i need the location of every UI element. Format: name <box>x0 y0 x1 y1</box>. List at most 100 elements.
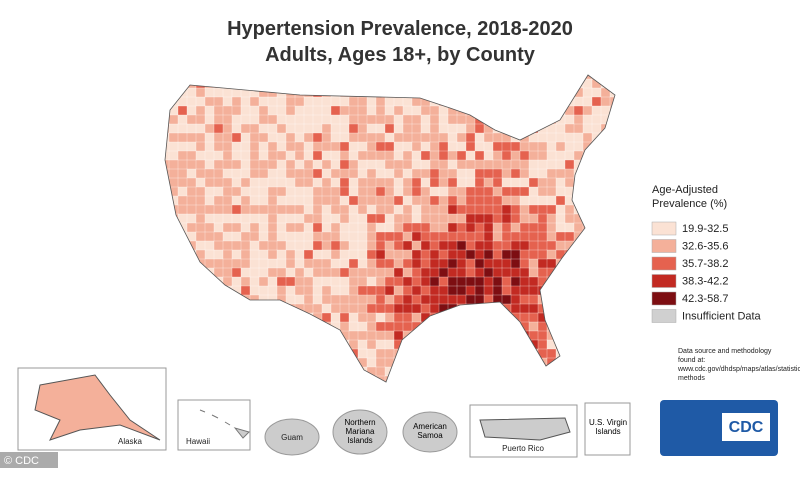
county <box>294 168 305 179</box>
county <box>267 303 278 314</box>
county <box>393 87 404 98</box>
county <box>312 105 323 116</box>
county <box>591 348 602 359</box>
county <box>384 249 395 260</box>
county <box>456 276 467 287</box>
county <box>474 159 485 170</box>
county <box>375 222 386 233</box>
county <box>195 75 206 80</box>
county <box>619 106 628 115</box>
county <box>610 385 619 394</box>
county <box>393 222 404 233</box>
county <box>384 159 395 170</box>
county <box>366 240 377 251</box>
county <box>619 331 628 340</box>
county <box>402 357 413 368</box>
county <box>285 276 296 287</box>
county <box>528 285 539 296</box>
county <box>177 249 188 260</box>
county <box>420 348 431 359</box>
county <box>213 321 224 332</box>
county <box>438 78 449 89</box>
county <box>348 240 359 251</box>
county <box>303 150 314 161</box>
county <box>447 366 458 377</box>
county <box>619 385 628 394</box>
county <box>402 312 413 323</box>
county <box>294 186 305 197</box>
county <box>420 357 431 368</box>
county <box>402 258 413 269</box>
county <box>483 105 494 116</box>
county <box>303 258 314 269</box>
county <box>375 276 386 287</box>
county <box>348 321 359 332</box>
county <box>600 258 611 269</box>
county <box>366 204 377 215</box>
county <box>339 321 350 332</box>
county <box>546 294 557 305</box>
county <box>312 114 323 125</box>
county <box>393 294 404 305</box>
county <box>204 231 215 242</box>
county <box>384 105 395 116</box>
county <box>249 213 260 224</box>
county <box>231 78 242 89</box>
county <box>411 150 422 161</box>
county <box>165 204 170 215</box>
county <box>195 294 206 305</box>
county <box>465 222 476 233</box>
county <box>195 330 206 341</box>
county <box>294 87 305 98</box>
county <box>609 366 615 377</box>
county <box>546 87 557 98</box>
county <box>429 105 440 116</box>
county <box>573 339 584 350</box>
county <box>330 276 341 287</box>
county <box>267 249 278 260</box>
county <box>573 312 584 323</box>
county <box>366 330 377 341</box>
county <box>168 330 179 341</box>
county <box>447 258 458 269</box>
county <box>321 330 332 341</box>
county <box>393 357 404 368</box>
county <box>312 78 323 89</box>
county <box>285 321 296 332</box>
county <box>276 96 287 107</box>
county <box>303 321 314 332</box>
county <box>276 348 287 359</box>
county <box>240 213 251 224</box>
county <box>177 357 188 368</box>
county <box>294 78 305 89</box>
county <box>285 213 296 224</box>
county <box>447 186 458 197</box>
county <box>402 186 413 197</box>
county <box>411 222 422 233</box>
county <box>384 150 395 161</box>
county <box>582 321 593 332</box>
county <box>330 114 341 125</box>
county <box>519 87 530 98</box>
county <box>519 249 530 260</box>
county <box>411 258 422 269</box>
county <box>474 96 485 107</box>
county <box>519 75 530 80</box>
county <box>411 213 422 224</box>
county <box>276 321 287 332</box>
county <box>321 348 332 359</box>
county <box>393 321 404 332</box>
county <box>384 294 395 305</box>
county <box>519 141 530 152</box>
county <box>519 105 530 116</box>
county <box>573 375 584 382</box>
county <box>240 150 251 161</box>
county <box>591 267 602 278</box>
county <box>510 177 521 188</box>
county <box>582 312 593 323</box>
county <box>267 357 278 368</box>
county <box>195 339 206 350</box>
county <box>510 114 521 125</box>
county <box>609 375 615 382</box>
county <box>537 249 548 260</box>
